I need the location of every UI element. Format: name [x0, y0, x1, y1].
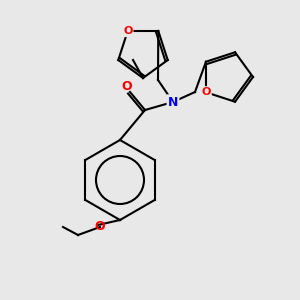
Text: O: O	[95, 220, 105, 233]
Text: O: O	[122, 80, 132, 94]
Text: O: O	[201, 87, 211, 97]
Text: N: N	[168, 95, 178, 109]
Text: O: O	[123, 26, 132, 36]
